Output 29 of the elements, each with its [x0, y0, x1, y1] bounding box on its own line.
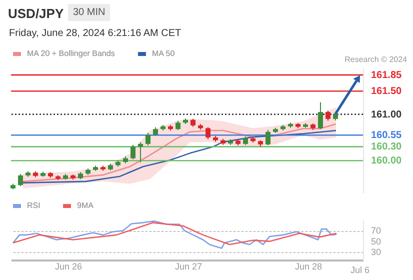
y-tick-label: 161.85	[371, 70, 402, 81]
y-tick-label: 161.50	[371, 86, 402, 98]
y-tick-label: 30	[371, 247, 382, 257]
candlestick	[266, 130, 270, 146]
legend-label: RSI	[27, 201, 40, 210]
y-tick-label: 160.55	[371, 130, 402, 142]
candlestick	[206, 126, 210, 140]
candlestick	[130, 144, 136, 160]
text: Research © 2024	[344, 55, 407, 64]
legend-label: MA 50	[152, 49, 176, 58]
chart-title: USD/JPY	[8, 6, 64, 21]
x-tick-label: Jun 28	[294, 262, 322, 272]
text: Jul 6	[350, 265, 370, 275]
text: 30 MIN	[68, 4, 110, 21]
candlestick	[176, 120, 180, 131]
candlestick	[18, 174, 23, 187]
candlestick	[326, 110, 330, 122]
y-tick-label: 70	[371, 226, 382, 236]
y-tick-label: 160.30	[371, 142, 402, 153]
y-tick-label: 160.00	[371, 156, 402, 167]
chart-subtitle: Friday, June 28, 2024 6:21:16 AM CET	[9, 28, 182, 39]
legend-label: 9MA	[77, 201, 94, 210]
x-tick-label: Jun 26	[54, 262, 82, 272]
candlestick	[318, 102, 323, 130]
legend-label: MA 20 + Bollinger Bands	[27, 49, 115, 58]
candlestick	[146, 132, 150, 146]
y-tick-label: 50	[371, 236, 382, 246]
x-tick-label: Jun 27	[174, 262, 202, 272]
y-tick-label: 161.00	[371, 109, 402, 120]
